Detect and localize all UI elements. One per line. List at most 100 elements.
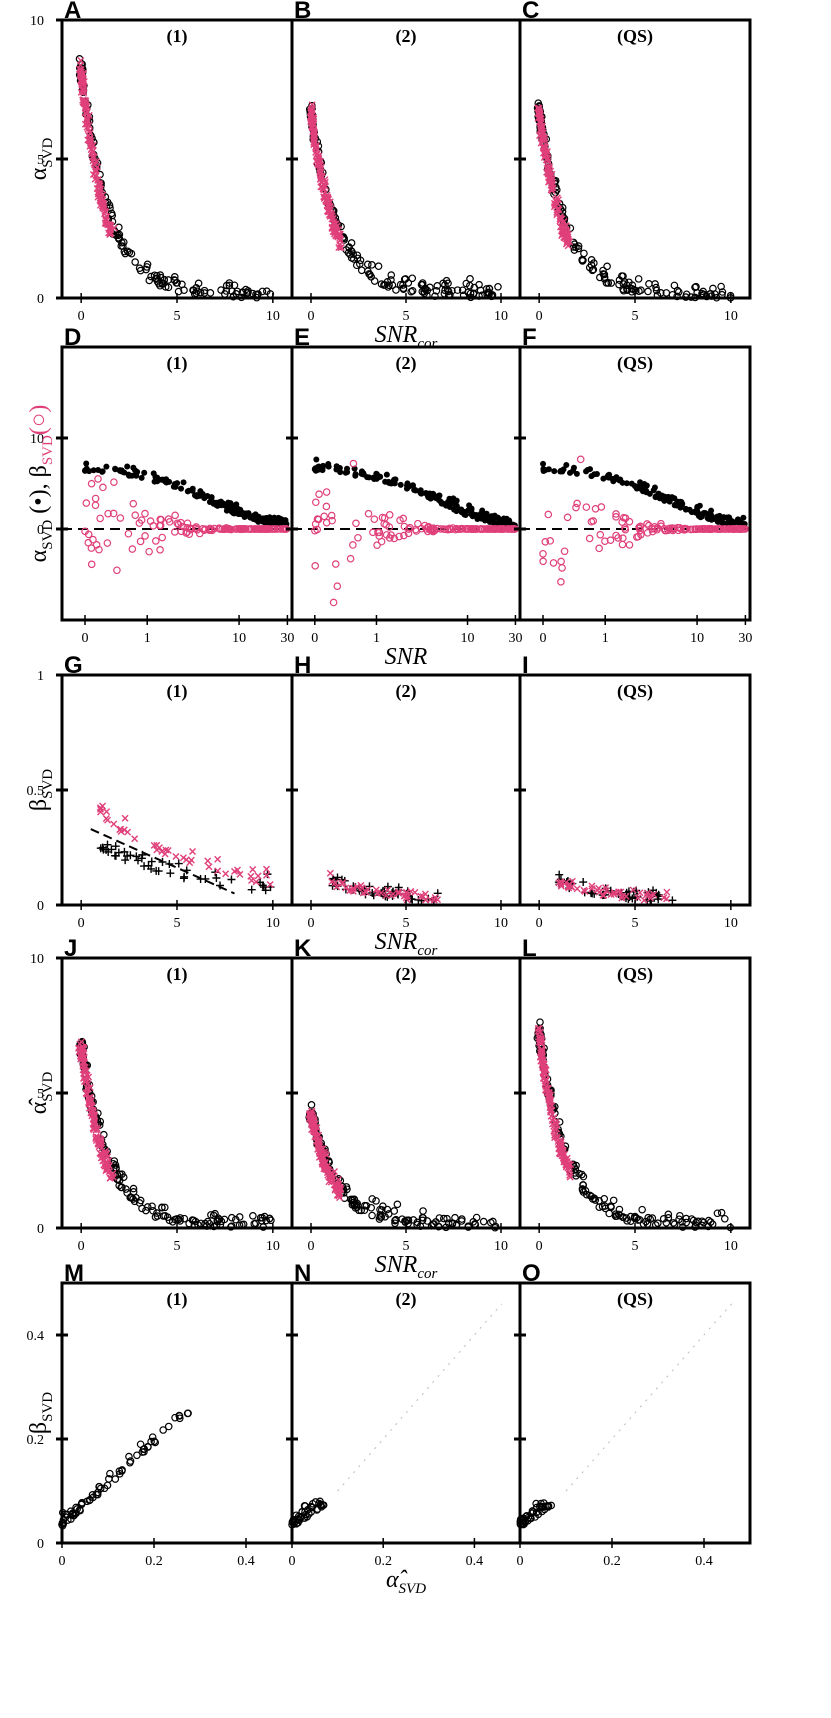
y-tick-label: 0.2 bbox=[27, 1433, 45, 1448]
data-point bbox=[499, 525, 508, 533]
data-point bbox=[122, 1185, 130, 1193]
data-point bbox=[615, 1205, 624, 1214]
data-point bbox=[532, 1508, 541, 1517]
data-point bbox=[539, 132, 547, 140]
data-point bbox=[277, 519, 284, 526]
data-point bbox=[90, 1111, 98, 1119]
data-point bbox=[250, 515, 257, 522]
data-point bbox=[472, 525, 481, 533]
x-tick-label: 1 bbox=[602, 631, 609, 646]
data-point bbox=[230, 281, 239, 290]
data-point bbox=[83, 123, 91, 131]
data-point bbox=[396, 516, 404, 525]
data-point bbox=[433, 282, 442, 290]
data-point bbox=[446, 504, 453, 511]
data-point bbox=[147, 864, 156, 873]
data-point bbox=[622, 1214, 631, 1222]
data-point bbox=[331, 560, 340, 568]
data-point bbox=[121, 814, 129, 822]
data-point bbox=[705, 515, 712, 522]
x-tick-label: 0 bbox=[78, 916, 85, 931]
data-point bbox=[539, 557, 547, 566]
data-point bbox=[695, 512, 702, 519]
data-point bbox=[421, 890, 429, 898]
panel-frame bbox=[290, 18, 522, 300]
data-point bbox=[83, 1090, 91, 1098]
data-point bbox=[183, 519, 192, 528]
data-point bbox=[597, 503, 606, 511]
y-axis-label: βSVD bbox=[26, 1392, 56, 1434]
data-point bbox=[553, 1125, 561, 1133]
data-point bbox=[699, 1218, 708, 1227]
data-point bbox=[106, 1469, 114, 1478]
data-point bbox=[572, 503, 580, 512]
x-tick-label: 30 bbox=[280, 631, 294, 646]
data-point bbox=[92, 1135, 100, 1143]
data-point bbox=[241, 510, 248, 517]
data-point bbox=[540, 1063, 548, 1071]
panel-frame bbox=[518, 18, 752, 300]
data-point bbox=[227, 1213, 236, 1222]
panel-frame bbox=[518, 673, 752, 907]
data-point bbox=[364, 509, 373, 518]
x-tick-label: 5 bbox=[403, 309, 410, 324]
data-point bbox=[247, 872, 255, 880]
data-point bbox=[443, 1214, 451, 1223]
panel-a: 0 5 10 0 5 10 A (1) bbox=[30, 0, 294, 324]
data-point bbox=[645, 280, 653, 288]
data-point bbox=[235, 511, 242, 518]
data-point bbox=[217, 286, 225, 294]
y-tick-label: 5 bbox=[37, 1087, 44, 1102]
data-point bbox=[254, 872, 262, 880]
data-point bbox=[315, 152, 323, 160]
data-point bbox=[625, 541, 634, 549]
data-point bbox=[205, 863, 213, 871]
data-point bbox=[553, 208, 561, 216]
data-point bbox=[312, 1133, 320, 1141]
data-point bbox=[147, 1437, 155, 1446]
x-tick-label: 10 bbox=[232, 631, 246, 646]
data-point bbox=[312, 1132, 320, 1140]
x-tick-label: 0 bbox=[536, 1239, 543, 1254]
data-point bbox=[308, 1503, 316, 1512]
data-point bbox=[394, 883, 403, 892]
panel-frame bbox=[60, 673, 294, 907]
data-point bbox=[171, 1215, 179, 1224]
data-point bbox=[235, 1213, 244, 1221]
data-point bbox=[638, 1205, 646, 1214]
data-point bbox=[187, 525, 196, 534]
data-point bbox=[544, 155, 552, 163]
data-point bbox=[467, 525, 475, 533]
data-point bbox=[151, 1213, 160, 1221]
data-point bbox=[146, 517, 155, 525]
panel-letter: B bbox=[294, 0, 311, 24]
data-point bbox=[640, 896, 648, 904]
identity-line bbox=[565, 1303, 732, 1492]
data-point bbox=[174, 287, 183, 296]
data-point bbox=[663, 895, 671, 903]
data-point bbox=[623, 480, 630, 487]
data-point bbox=[214, 855, 222, 863]
data-point bbox=[619, 272, 627, 280]
data-point bbox=[628, 287, 636, 296]
data-point bbox=[151, 1438, 160, 1447]
x-tick-label: 10 bbox=[724, 1239, 738, 1254]
data-point bbox=[632, 533, 641, 541]
data-point bbox=[372, 1197, 380, 1205]
data-point bbox=[86, 129, 94, 137]
data-point bbox=[392, 1215, 400, 1224]
data-point bbox=[677, 525, 685, 534]
panel-h: 0 5 10 H (2) bbox=[286, 652, 522, 931]
data-point bbox=[543, 149, 551, 157]
data-point bbox=[259, 525, 268, 533]
data-point bbox=[407, 887, 415, 895]
x-tick-label: 0 bbox=[82, 631, 89, 646]
data-point bbox=[102, 216, 110, 224]
data-point bbox=[600, 273, 609, 281]
data-point bbox=[263, 865, 271, 873]
data-point bbox=[177, 527, 186, 536]
data-point bbox=[377, 537, 386, 546]
data-point bbox=[426, 526, 434, 534]
data-point bbox=[636, 482, 643, 489]
data-point bbox=[137, 854, 146, 863]
